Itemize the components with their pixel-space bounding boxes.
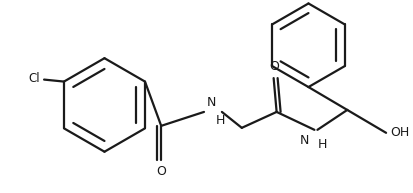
Text: N: N (300, 134, 309, 147)
Text: OH: OH (390, 126, 409, 139)
Text: H: H (216, 114, 225, 127)
Text: Cl: Cl (28, 72, 40, 85)
Text: O: O (270, 60, 280, 73)
Text: N: N (207, 96, 216, 109)
Text: H: H (318, 138, 327, 151)
Text: O: O (156, 165, 166, 178)
